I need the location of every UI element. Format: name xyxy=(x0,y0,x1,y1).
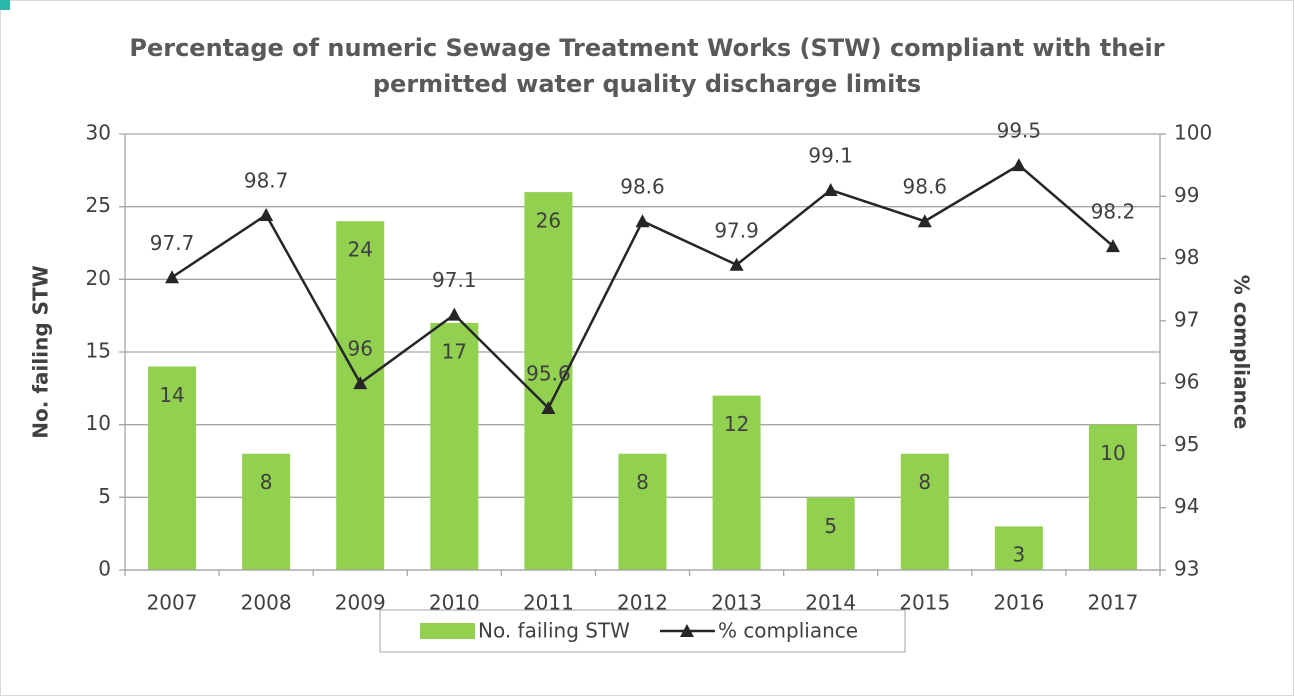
line-marker xyxy=(1105,239,1120,253)
bar-value-label: 3 xyxy=(1012,543,1025,567)
bar-value-label: 8 xyxy=(260,470,273,494)
x-tick-label: 2016 xyxy=(993,591,1044,615)
legend-label: No. failing STW xyxy=(478,619,630,643)
y2-tick-label: 95 xyxy=(1174,432,1199,456)
x-tick-label: 2009 xyxy=(335,591,386,615)
bar xyxy=(242,453,291,570)
line-value-label: 98.7 xyxy=(244,168,289,192)
y-tick-label: 15 xyxy=(86,339,111,363)
line-marker xyxy=(259,207,274,221)
bar-value-label: 14 xyxy=(159,383,184,407)
bar-value-label: 10 xyxy=(1100,441,1125,465)
y2-tick-label: 97 xyxy=(1174,307,1199,331)
bar-value-label: 5 xyxy=(824,514,837,538)
line-marker xyxy=(353,376,368,390)
y-tick-label: 10 xyxy=(86,411,111,435)
line-value-label: 99.1 xyxy=(808,144,853,168)
y-axis-title: No. failing STW xyxy=(29,265,53,438)
line-value-label: 96 xyxy=(348,337,373,361)
legend-marker xyxy=(679,624,694,637)
line-marker xyxy=(447,307,462,321)
x-tick-label: 2007 xyxy=(147,591,198,615)
bar-value-label: 26 xyxy=(536,209,561,233)
y2-tick-label: 93 xyxy=(1174,557,1199,581)
bar xyxy=(900,453,949,570)
corner-mark xyxy=(0,0,10,10)
legend-label: % compliance xyxy=(718,619,858,643)
bar xyxy=(430,322,479,570)
legend-swatch xyxy=(420,623,475,639)
bar xyxy=(524,192,573,570)
x-tick-label: 2008 xyxy=(241,591,292,615)
bar-value-label: 8 xyxy=(918,470,931,494)
bar xyxy=(994,526,1043,570)
y-tick-label: 20 xyxy=(86,266,111,290)
y-tick-label: 30 xyxy=(86,121,111,145)
bar xyxy=(1088,424,1137,570)
y2-axis-title: % compliance xyxy=(1230,275,1254,430)
line-marker xyxy=(635,214,650,228)
line-value-label: 97.9 xyxy=(714,218,759,242)
chart-title: Percentage of numeric Sewage Treatment W… xyxy=(129,34,1165,98)
y2-tick-label: 99 xyxy=(1174,183,1199,207)
y-tick-label: 5 xyxy=(98,484,111,508)
line-marker xyxy=(541,401,556,415)
bar xyxy=(336,221,385,570)
line-value-label: 97.1 xyxy=(432,268,477,292)
line-value-label: 97.7 xyxy=(150,231,195,255)
line-marker xyxy=(823,183,838,197)
y2-tick-label: 96 xyxy=(1174,370,1199,394)
line-marker xyxy=(165,270,180,284)
y2-tick-label: 94 xyxy=(1174,494,1199,518)
bar-value-label: 17 xyxy=(442,339,467,363)
line-value-label: 98.2 xyxy=(1091,200,1136,224)
line-value-label: 99.5 xyxy=(997,119,1042,143)
y2-tick-label: 98 xyxy=(1174,245,1199,269)
bar xyxy=(712,395,761,570)
line-value-label: 98.6 xyxy=(620,175,665,199)
bar-value-label: 8 xyxy=(636,470,649,494)
line-marker xyxy=(917,214,932,228)
x-tick-label: 2017 xyxy=(1088,591,1139,615)
line-marker xyxy=(729,257,744,271)
x-tick-label: 2015 xyxy=(899,591,950,615)
bar xyxy=(806,497,855,570)
y2-tick-label: 100 xyxy=(1174,121,1212,145)
y-tick-label: 25 xyxy=(86,193,111,217)
line-marker xyxy=(1011,158,1026,172)
bar-value-label: 12 xyxy=(724,412,749,436)
line-value-label: 98.6 xyxy=(903,175,948,199)
bar-value-label: 24 xyxy=(348,238,373,262)
bar xyxy=(618,453,667,570)
y-tick-label: 0 xyxy=(98,557,111,581)
bar xyxy=(148,366,197,570)
line-value-label: 95.6 xyxy=(526,362,571,386)
